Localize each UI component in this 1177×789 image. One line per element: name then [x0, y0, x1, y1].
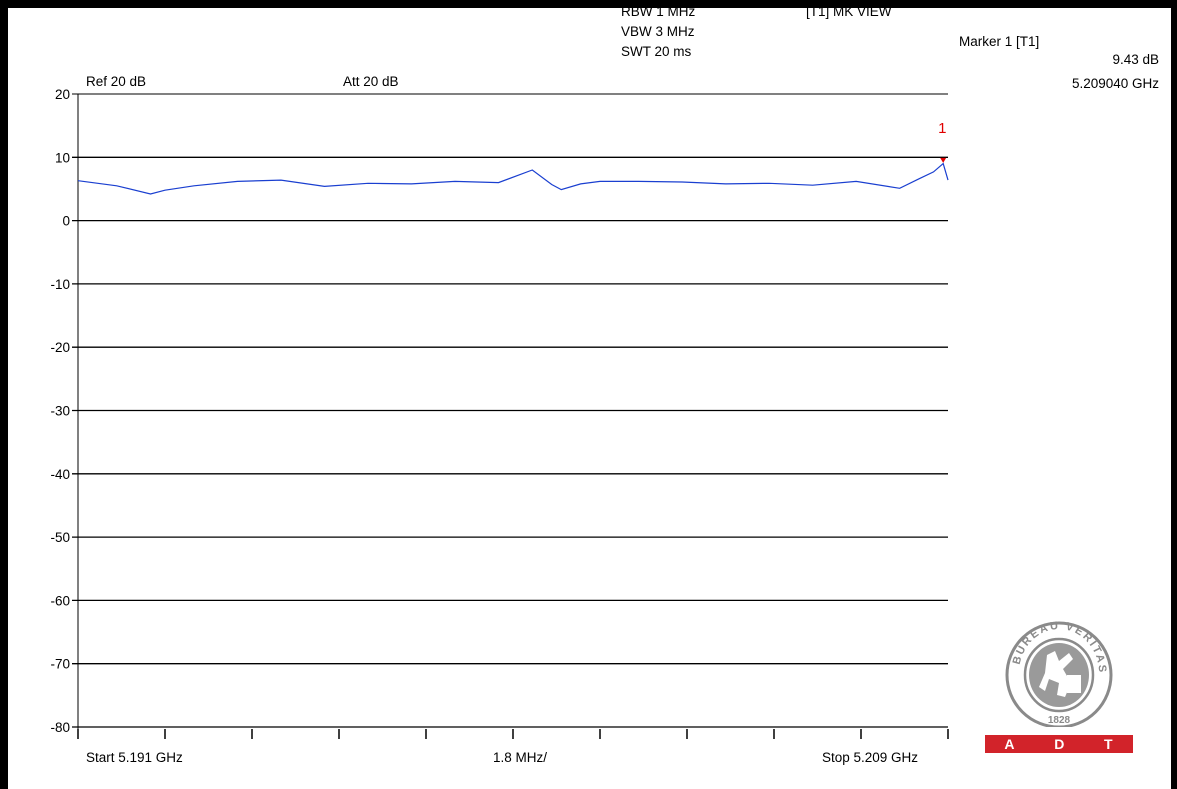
vbw-label: VBW 3 MHz: [621, 24, 695, 39]
adt-letter-d: D: [1054, 736, 1066, 752]
trace-line: [77, 162, 949, 195]
swt-label: SWT 20 ms: [621, 44, 692, 59]
y-tick-label: -50: [50, 530, 70, 545]
y-tick-label: -30: [50, 404, 70, 419]
marker-title: Marker 1 [T1]: [959, 34, 1040, 49]
start-frequency-label: Start 5.191 GHz: [86, 750, 183, 765]
y-tick-label: -20: [50, 340, 70, 355]
bureau-veritas-logo: BUREAU VERITAS 1828: [1005, 620, 1113, 727]
y-tick-label: -80: [50, 720, 70, 735]
attenuation-label: Att 20 dB: [343, 74, 399, 89]
y-tick-label: -60: [50, 593, 70, 608]
stop-frequency-label: Stop 5.209 GHz: [822, 750, 919, 765]
adt-letter-t: T: [1104, 736, 1114, 752]
adt-letter-a: A: [1004, 736, 1016, 752]
marker-frequency: 5.209040 GHz: [1071, 76, 1159, 91]
y-tick-label: -10: [50, 277, 70, 292]
logo-year: 1828: [1048, 715, 1071, 726]
marker-number: 1: [938, 120, 946, 137]
mode-label: [T1] MK VIEW: [806, 4, 892, 19]
y-tick-label: 10: [55, 150, 70, 165]
y-tick-label: 0: [62, 214, 70, 229]
y-tick-label: -70: [50, 657, 70, 672]
span-per-division-label: 1.8 MHz/: [493, 750, 548, 765]
adt-banner: A D T: [985, 735, 1133, 753]
y-tick-label: 20: [55, 87, 70, 102]
marker-level: 9.43 dB: [1112, 52, 1159, 67]
ref-level-label: Ref 20 dB: [86, 74, 147, 89]
rbw-label: RBW 1 MHz: [621, 4, 696, 19]
marker-triangle: [940, 157, 947, 163]
y-tick-label: -40: [50, 467, 70, 482]
